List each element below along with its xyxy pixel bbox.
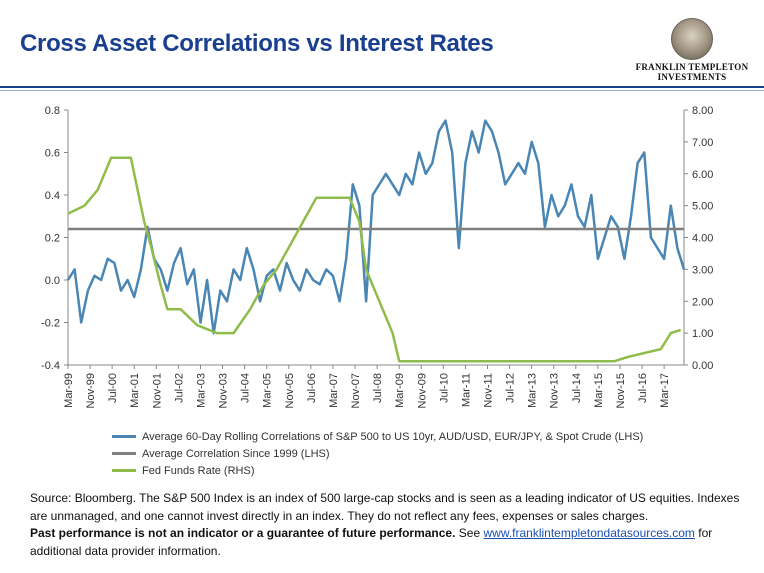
logo-line-1: FRANKLIN TEMPLETON [635,62,749,72]
y-right-tick-label: 8.00 [692,105,713,117]
x-tick-label: Mar-05 [262,373,274,408]
legend-item-fedfunds: Fed Funds Rate (RHS) [112,462,643,479]
x-tick-label: Jul-16 [637,373,649,403]
x-tick-label: Nov-99 [85,373,97,408]
x-tick-label: Nov-05 [284,373,296,408]
legend-swatch-fedfunds [112,469,136,472]
legend-label-correlation: Average 60-Day Rolling Correlations of S… [142,430,644,443]
y-right-tick-label: 4.00 [692,233,713,245]
y-left-tick-label: 0.6 [45,148,60,160]
y-right-tick-label: 2.00 [692,296,713,308]
legend-swatch-correlation [112,435,136,438]
y-left-tick-label: 0.8 [45,105,60,117]
correlation-chart: 0.8 0.6 0.4 0.2 0.0 -0.2 -0.4 8.00 7.00 6.00 5.00 4… [41,105,713,408]
y-right-tick-label: 0.00 [692,360,713,372]
x-tick-label: Jul-06 [306,373,318,403]
y-left-tick-label: 0.0 [45,275,60,287]
y-right-tick-label: 1.00 [692,328,713,340]
y-left-tick-label: -0.2 [41,318,60,330]
legend-label-average: Average Correlation Since 1999 (LHS) [142,447,330,460]
y-right-tick-label: 6.00 [692,169,713,181]
x-tick-label: Jul-10 [438,373,450,403]
x-tick-label: Nov-09 [416,373,428,408]
x-tick-label: Mar-09 [394,373,406,408]
source-text: Source: Bloomberg. The S&P 500 Index is … [30,491,740,523]
y-left-tick-label: -0.4 [41,360,60,372]
x-tick-label: Nov-11 [482,373,494,408]
after-link-text: for additional data provider information… [30,526,713,558]
x-tick-label: Nov-01 [151,373,163,408]
page-title: Cross Asset Correlations vs Interest Rat… [20,30,494,57]
x-tick-label: Mar-13 [527,373,539,408]
x-tick-label: Jul-08 [372,373,384,403]
legend-item-correlation: Average 60-Day Rolling Correlations of S… [112,428,643,445]
disclaimer-text: Past performance is not an indicator or … [30,526,456,540]
x-tick-label: Jul-00 [107,373,119,403]
y-left-tick-label: 0.4 [45,190,60,202]
header-rule [0,86,764,88]
x-tick-label: Nov-03 [218,373,230,408]
data-sources-link[interactable]: www.franklintempletondatasources.com [483,526,695,540]
x-tick-label: Jul-14 [571,373,583,403]
x-tick-label: Mar-03 [195,373,207,408]
see-text: See [458,526,481,540]
logo-line-2: INVESTMENTS [657,72,727,82]
legend-label-fedfunds: Fed Funds Rate (RHS) [142,464,255,477]
x-tick-label: Mar-15 [593,373,605,408]
x-tick-label: Mar-07 [328,373,340,408]
x-tick-label: Mar-99 [63,373,75,408]
header-rule-thin [0,90,764,91]
logo-portrait-icon [671,18,713,60]
x-tick-label: Mar-01 [129,373,141,408]
series-correlation-line [66,119,686,335]
legend-item-average: Average Correlation Since 1999 (LHS) [112,445,643,462]
x-tick-label: Jul-02 [173,373,185,403]
source-note: Source: Bloomberg. The S&P 500 Index is … [30,490,740,560]
y-left-tick-label: 0.2 [45,233,60,245]
x-tick-label: Mar-11 [460,373,472,407]
legend-swatch-average [112,452,136,455]
y-right-tick-label: 7.00 [692,137,713,149]
series-fedfunds-line [67,156,682,363]
chart-legend: Average 60-Day Rolling Correlations of S… [112,428,643,479]
x-tick-label: Mar-17 [659,373,671,408]
franklin-templeton-logo: FRANKLIN TEMPLETON INVESTMENTS [626,18,758,82]
x-tick-label: Nov-15 [615,373,627,408]
y-right-tick-label: 5.00 [692,201,713,213]
x-tick-label: Jul-12 [505,373,517,403]
x-tick-label: Jul-04 [240,373,252,403]
x-tick-label: Nov-07 [350,373,362,408]
x-tick-label: Nov-13 [549,373,561,408]
y-right-tick-label: 3.00 [692,264,713,276]
